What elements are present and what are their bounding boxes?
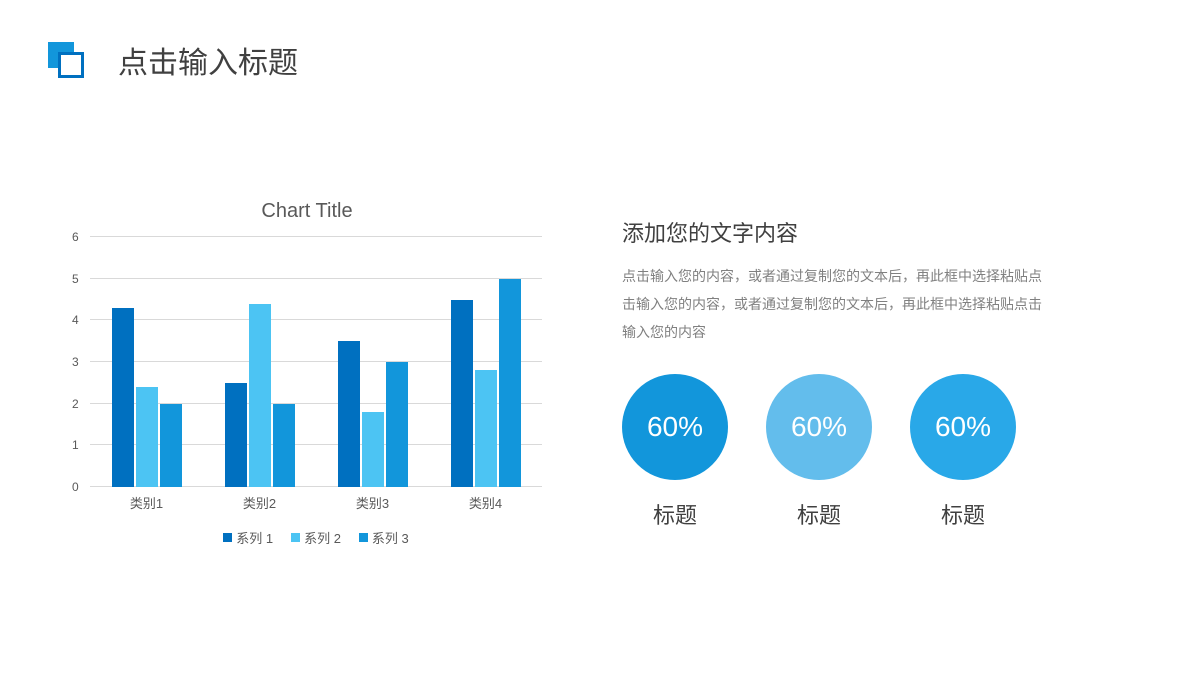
stat-circle: 60% <box>910 374 1016 480</box>
stat-circle: 60% <box>766 374 872 480</box>
chart-bar <box>451 300 473 488</box>
stat-circles-row: 60% 标题 60% 标题 60% 标题 <box>622 374 1042 530</box>
legend-item: 系列 2 <box>291 528 341 547</box>
stat-circle-label: 标题 <box>653 498 697 530</box>
chart-bar <box>386 362 408 487</box>
stat-circle-item: 60% 标题 <box>622 374 728 530</box>
chart-title: Chart Title <box>72 200 542 223</box>
page-header: 点击输入标题 <box>48 38 298 82</box>
chart-plot-area: 0123456 <box>90 237 542 487</box>
stat-circle-label: 标题 <box>941 498 985 530</box>
legend-swatch <box>223 533 232 542</box>
legend-swatch <box>291 533 300 542</box>
chart-bar <box>338 341 360 487</box>
legend-label: 系列 2 <box>304 528 341 547</box>
stat-circle: 60% <box>622 374 728 480</box>
chart-category-group <box>90 237 203 487</box>
bar-chart: Chart Title 0123456 类别1类别2类别3类别4 系列 1系列 … <box>72 200 542 547</box>
chart-bar <box>225 383 247 487</box>
legend-label: 系列 3 <box>372 528 409 547</box>
header-icon <box>48 42 84 78</box>
stat-circle-item: 60% 标题 <box>766 374 872 530</box>
chart-bar <box>362 412 384 487</box>
chart-bar <box>160 404 182 487</box>
chart-category-group <box>316 237 429 487</box>
chart-bar <box>273 404 295 487</box>
chart-category-group <box>429 237 542 487</box>
chart-legend: 系列 1 系列 2 系列 3 <box>90 528 542 547</box>
chart-bar <box>475 370 497 487</box>
legend-item: 系列 3 <box>359 528 409 547</box>
text-heading: 添加您的文字内容 <box>622 216 1042 248</box>
chart-category-group <box>203 237 316 487</box>
chart-bars <box>90 237 542 487</box>
stat-circle-item: 60% 标题 <box>910 374 1016 530</box>
text-panel: 添加您的文字内容 点击输入您的内容，或者通过复制您的文本后，再此框中选择粘贴点击… <box>622 216 1042 530</box>
text-body: 点击输入您的内容，或者通过复制您的文本后，再此框中选择粘贴点击输入您的内容，或者… <box>622 262 1042 346</box>
chart-bar <box>499 279 521 487</box>
stat-circle-label: 标题 <box>797 498 841 530</box>
chart-bar <box>249 304 271 487</box>
chart-bar <box>136 387 158 487</box>
chart-bar <box>112 308 134 487</box>
legend-label: 系列 1 <box>236 528 273 547</box>
page-title: 点击输入标题 <box>118 38 298 82</box>
legend-swatch <box>359 533 368 542</box>
legend-item: 系列 1 <box>223 528 273 547</box>
